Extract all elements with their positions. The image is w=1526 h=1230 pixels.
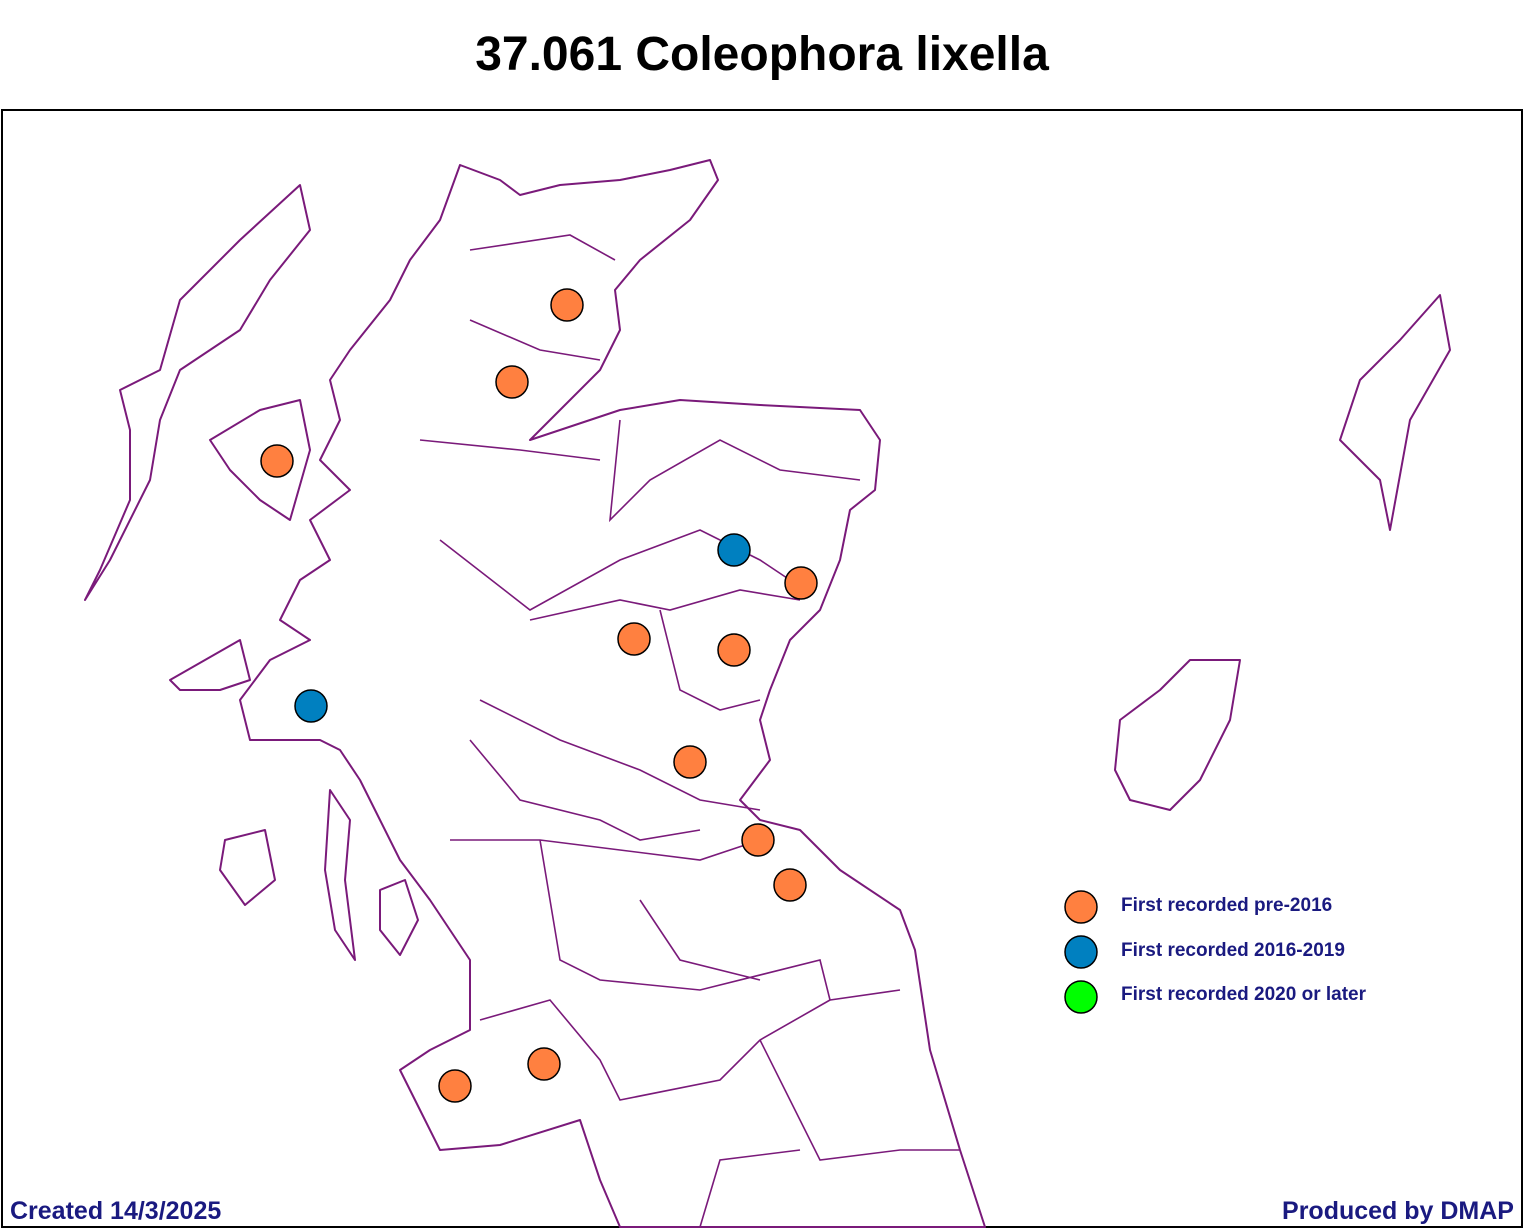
mainland [239,159,986,1228]
legend-label: First recorded 2020 or later [1121,984,1367,1005]
legend-swatch [1064,935,1098,969]
record-dot [294,689,328,723]
outer-hebrides [84,184,311,601]
islay [219,829,276,906]
legend-swatch [1064,980,1098,1014]
record-dot [260,444,294,478]
record-dot [784,566,818,600]
producer-note: Produced by DMAP [1282,1197,1514,1225]
record-dot [773,868,807,902]
kintyre [324,789,356,961]
record-dot [673,745,707,779]
record-dot [495,365,529,399]
legend-label: First recorded 2016-2019 [1121,940,1345,961]
record-dot [527,1047,561,1081]
map-title: 37.061 Coleophora lixella [475,28,1049,81]
record-dot [550,288,584,322]
orkney [1114,659,1241,811]
record-dot [617,622,651,656]
legend-swatch [1064,890,1098,924]
mull [169,639,251,691]
records [260,288,818,1103]
legend: First recorded pre-2016 First recorded 2… [1064,890,1367,1014]
skye [209,399,311,521]
map-frame [1,109,1523,1228]
arran [379,879,419,956]
record-dot [741,823,775,857]
record-dot [717,533,751,567]
legend-label: First recorded pre-2016 [1121,895,1332,916]
record-dot [438,1069,472,1103]
shetland [1339,294,1451,531]
boundary [419,234,960,1228]
record-dot [717,633,751,667]
created-note: Created 14/3/2025 [10,1197,221,1225]
map-outline [84,159,1451,1228]
